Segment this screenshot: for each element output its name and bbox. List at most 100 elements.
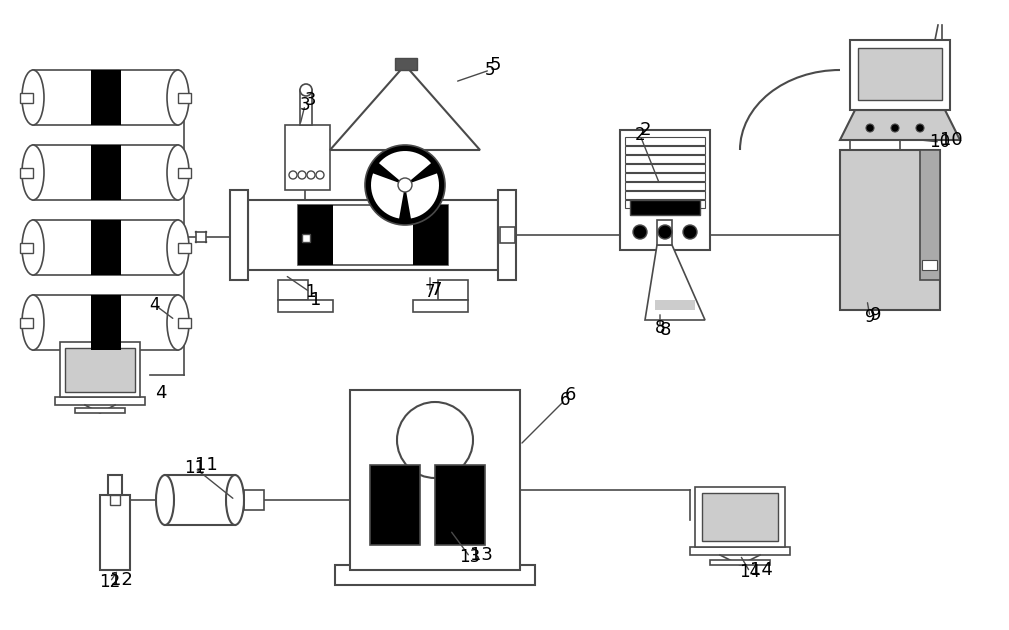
Bar [65,348,135,392]
Text: 6: 6 [565,386,576,404]
Text: 13: 13 [459,548,480,566]
Ellipse shape [167,145,189,200]
Bar [702,493,778,541]
Bar [850,40,950,110]
Text: 11: 11 [185,459,206,477]
Ellipse shape [22,70,44,125]
Text: 4: 4 [155,384,166,402]
Circle shape [916,124,924,132]
Bar [298,205,333,265]
Bar [298,205,448,265]
Bar [350,390,520,570]
Bar [110,495,120,505]
Bar [625,182,705,190]
Text: 11: 11 [195,456,218,474]
Bar [920,150,940,280]
Polygon shape [655,300,695,310]
Polygon shape [645,245,705,320]
Circle shape [891,124,899,132]
Text: 14: 14 [740,563,761,581]
Bar [922,260,937,270]
Text: 9: 9 [865,308,875,326]
Text: 10: 10 [929,133,950,151]
Ellipse shape [167,70,189,125]
Text: 5: 5 [490,56,501,74]
Bar [165,475,235,525]
Circle shape [397,402,473,478]
Bar [91,70,120,125]
Ellipse shape [167,220,189,275]
Bar [302,234,310,242]
Ellipse shape [22,145,44,200]
Circle shape [398,178,412,192]
Text: 9: 9 [870,306,882,324]
Bar [370,465,420,545]
Text: 1: 1 [310,291,322,309]
Bar [625,137,705,145]
Bar [395,58,417,70]
Bar [630,200,700,215]
Bar [248,200,498,270]
Bar [625,146,705,154]
Circle shape [658,225,672,239]
Bar [55,397,145,405]
Bar [20,93,33,103]
Bar [33,145,178,200]
Text: 3: 3 [300,96,311,114]
Ellipse shape [167,295,189,350]
Polygon shape [379,151,431,185]
Text: 8: 8 [660,321,671,339]
Text: 5: 5 [484,61,495,79]
Circle shape [365,145,445,225]
Circle shape [289,171,297,179]
Ellipse shape [156,475,174,525]
Bar [625,155,705,163]
Bar [498,190,516,280]
Bar [33,295,178,350]
Circle shape [307,171,315,179]
Text: 12: 12 [99,573,121,591]
Bar [20,168,33,178]
Text: 4: 4 [149,296,160,314]
Bar [91,145,120,200]
Ellipse shape [22,295,44,350]
Text: 2: 2 [635,126,646,144]
Bar [178,93,191,103]
Bar [438,280,468,300]
Bar [100,495,130,570]
Circle shape [300,84,312,96]
Bar [335,565,535,585]
Polygon shape [840,110,960,140]
Bar [278,300,333,312]
Bar [91,220,120,275]
Bar [840,150,940,310]
Text: 2: 2 [640,121,652,139]
Bar [60,342,140,397]
Bar [278,280,308,300]
Polygon shape [330,65,480,150]
Bar [33,220,178,275]
Bar [33,70,178,125]
Text: 12: 12 [110,571,133,589]
Polygon shape [405,173,439,219]
Text: 13: 13 [470,546,492,564]
Bar [625,164,705,172]
Bar [20,243,33,253]
Bar [413,205,448,265]
Polygon shape [371,173,405,219]
Bar [300,90,312,125]
Bar [657,220,672,245]
Text: 3: 3 [305,91,317,109]
Bar [858,48,942,100]
Bar [620,130,710,250]
Text: 14: 14 [750,561,773,579]
Text: 7: 7 [430,281,442,299]
Text: 10: 10 [940,131,963,149]
Bar [20,318,33,328]
Bar [196,232,206,242]
Circle shape [683,225,697,239]
Ellipse shape [22,220,44,275]
Bar [178,168,191,178]
Bar [625,200,705,208]
Text: 6: 6 [560,391,570,409]
